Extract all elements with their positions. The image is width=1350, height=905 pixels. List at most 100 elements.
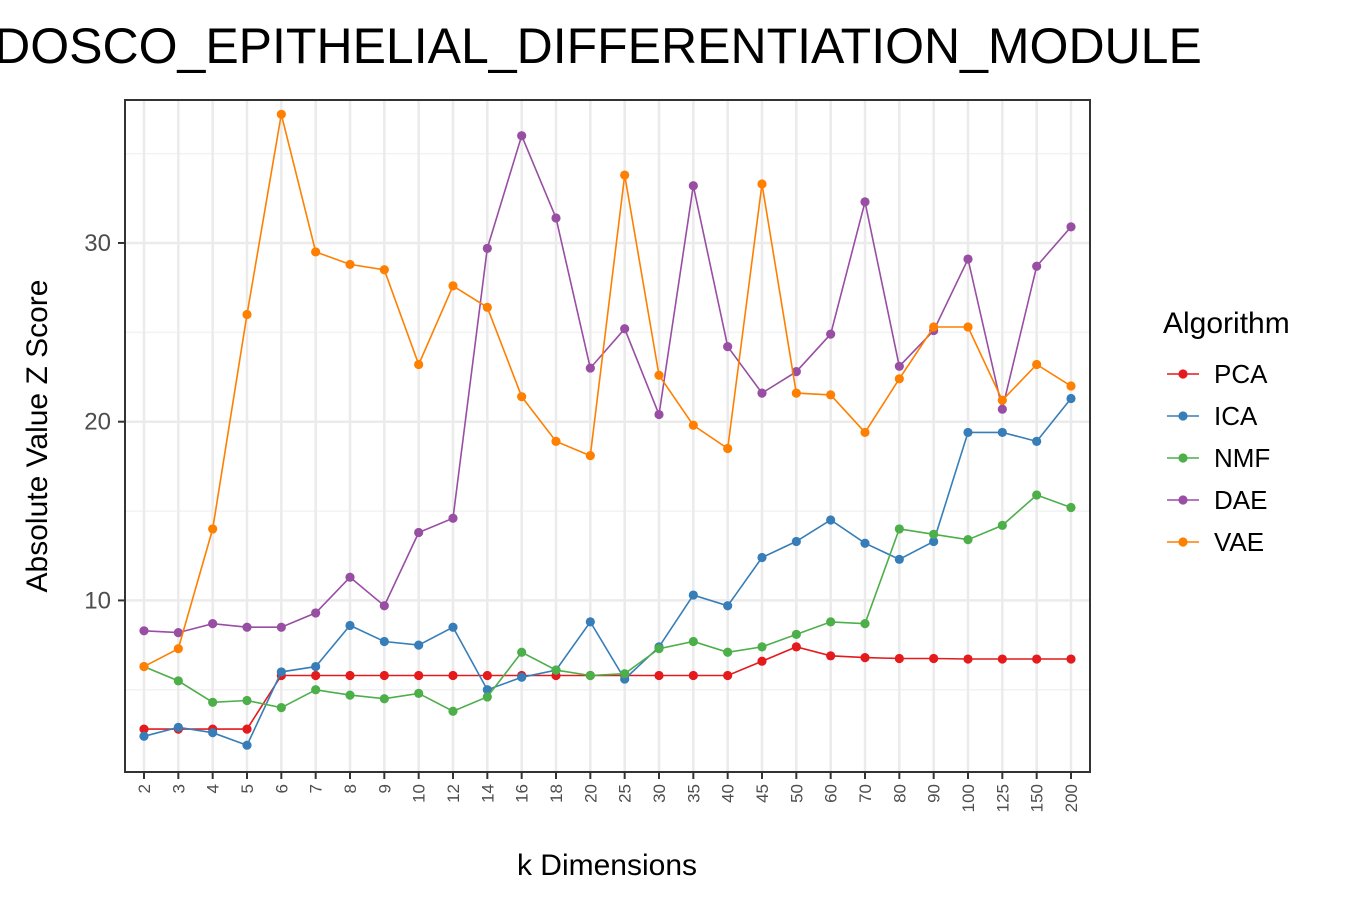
data-point-vae [345,259,355,270]
data-point-pca [379,670,389,681]
x-tick-label: 35 [684,784,703,803]
legend-marker-vae [1178,537,1188,547]
data-point-ica [242,740,252,750]
legend-marker-dae [1178,495,1188,505]
x-tick-label: 18 [547,784,566,803]
data-point-dae [826,329,836,339]
data-point-vae [276,109,286,119]
data-point-nmf [345,690,355,700]
data-point-ica [860,538,870,548]
data-point-nmf [997,520,1007,530]
data-point-ica [139,731,149,741]
data-point-nmf [688,636,698,647]
legend-item-pca: PCA [1167,359,1268,389]
x-tick-label: 10 [410,784,429,803]
series-line-dae [143,133,1072,634]
data-point-nmf [894,524,904,534]
data-point-ica [379,636,389,647]
data-point-pca [482,670,492,681]
x-tick-label: 30 [650,784,669,803]
data-point-pca [688,670,698,681]
data-point-vae [311,247,321,257]
data-point-dae [1032,261,1042,271]
data-point-pca [894,653,904,664]
x-tick-label: 80 [890,784,909,803]
data-point-nmf [826,617,836,627]
data-point-vae [173,644,183,654]
data-point-ica [894,554,904,564]
data-point-ica [208,728,218,738]
series-line-ica [143,398,1072,747]
data-point-dae [482,243,492,253]
data-point-nmf [929,529,939,539]
legend-marker-ica [1178,411,1188,421]
data-point-vae [757,179,767,189]
data-point-vae [791,388,801,398]
series-layer [139,109,1076,750]
data-point-pca [242,724,252,734]
data-point-nmf [414,688,424,698]
data-point-nmf [208,697,218,707]
data-point-ica [757,552,767,563]
data-point-dae [379,601,389,611]
data-point-nmf [311,685,321,695]
data-point-ica [1032,436,1042,446]
x-tick-label: 100 [959,784,978,812]
y-axis: 10 20 30 [84,230,125,614]
x-tick-label: 50 [787,784,806,803]
series-line-pca [144,646,1071,730]
legend-marker-pca [1178,369,1188,379]
data-point-ica [688,590,698,600]
x-axis: 2 3 4 5 6 7 8 9 10 12 14 16 18 20 25 30 35 40 45 50 60 70 80 90… [135,772,1081,812]
data-point-pca [826,651,836,661]
data-point-nmf [517,647,527,657]
x-tick-label: 9 [375,784,394,793]
x-axis-title: k Dimensions [517,849,697,882]
data-point-nmf [379,694,389,704]
x-tick-label: 40 [719,784,738,803]
data-point-nmf [585,670,595,681]
legend-marker-nmf [1178,453,1188,463]
series-vae [139,109,1076,672]
data-point-vae [654,370,664,380]
data-point-ica [826,515,836,525]
data-point-pca [311,670,321,681]
data-point-nmf [551,665,561,675]
data-point-pca [791,642,801,652]
legend: Algorithm PCA ICA NMF DAE VAE [1163,307,1290,557]
data-point-vae [826,390,836,400]
legend-item-dae: DAE [1167,485,1267,515]
plot-panel [124,99,1091,773]
data-point-dae [173,627,183,638]
data-point-ica [482,685,492,695]
data-point-nmf [723,647,733,657]
data-point-ica [723,601,733,611]
data-point-nmf [860,619,870,629]
data-point-vae [414,359,424,370]
data-point-dae [654,409,664,420]
data-point-pca [1066,654,1076,664]
data-point-vae [242,309,252,320]
legend-label-vae: VAE [1214,527,1264,557]
legend-label-ica: ICA [1214,401,1258,431]
data-point-pca [997,654,1007,664]
data-point-dae [139,626,149,636]
x-tick-label: 8 [341,784,360,793]
data-point-dae [1066,222,1076,232]
series-dae [139,131,1076,638]
y-axis-title: Absolute Value Z Score [21,280,54,593]
x-tick-label: 16 [513,784,532,803]
data-point-ica [1066,393,1076,404]
legend-label-nmf: NMF [1214,443,1270,473]
x-tick-label: 25 [616,784,635,803]
x-tick-label: 70 [856,784,875,803]
data-point-ica [997,427,1007,438]
legend-items: PCA ICA NMF DAE VAE [1167,359,1270,557]
data-point-dae [242,622,252,632]
data-point-dae [860,197,870,207]
x-tick-label: 125 [993,784,1012,812]
data-point-ica [791,536,801,547]
data-point-pca [860,653,870,663]
data-point-dae [791,367,801,377]
